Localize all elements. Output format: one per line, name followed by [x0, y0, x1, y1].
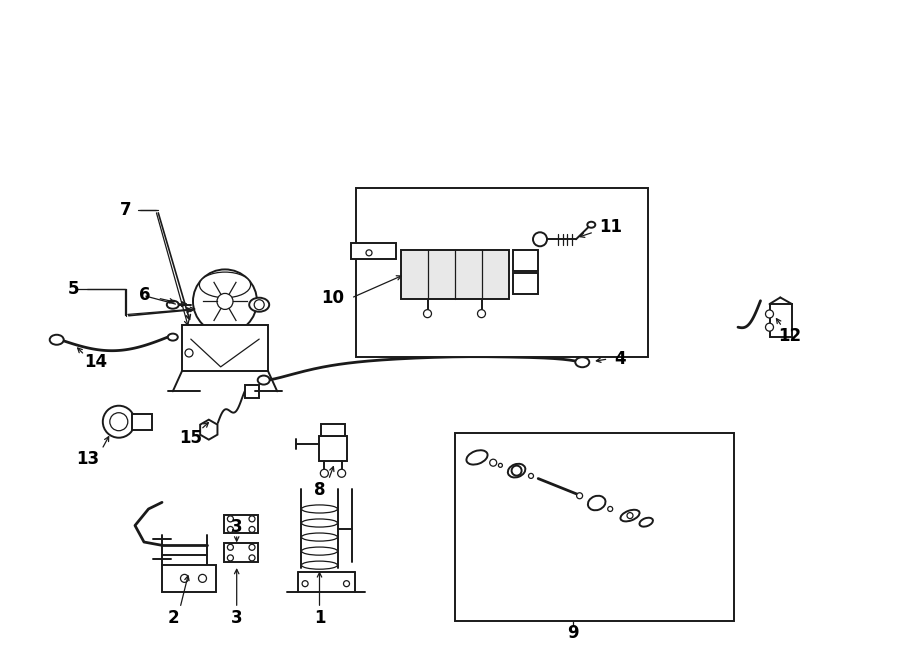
Bar — [513, 250, 538, 271]
Circle shape — [344, 580, 349, 587]
Circle shape — [627, 512, 633, 519]
Text: 10: 10 — [321, 289, 345, 307]
Circle shape — [766, 323, 773, 331]
Circle shape — [366, 250, 372, 256]
Circle shape — [249, 516, 255, 522]
Circle shape — [608, 506, 613, 512]
Circle shape — [499, 463, 502, 467]
Circle shape — [199, 574, 206, 582]
Circle shape — [217, 293, 233, 309]
Ellipse shape — [588, 496, 606, 510]
Circle shape — [577, 492, 582, 499]
Text: 9: 9 — [568, 623, 579, 642]
Ellipse shape — [200, 272, 250, 297]
Bar — [132, 414, 152, 430]
Ellipse shape — [257, 375, 270, 385]
Ellipse shape — [302, 505, 338, 513]
Text: 3: 3 — [231, 518, 242, 537]
Bar — [454, 433, 734, 621]
Text: 8: 8 — [314, 481, 325, 500]
Ellipse shape — [302, 561, 338, 569]
Bar — [351, 243, 396, 259]
Text: 11: 11 — [598, 218, 622, 237]
Ellipse shape — [466, 450, 488, 465]
Bar — [400, 250, 508, 299]
Ellipse shape — [249, 297, 269, 312]
Ellipse shape — [620, 510, 640, 522]
Circle shape — [302, 580, 308, 587]
Ellipse shape — [110, 412, 128, 431]
Circle shape — [185, 349, 193, 357]
Text: 5: 5 — [68, 280, 79, 298]
Text: 14: 14 — [84, 352, 107, 371]
Circle shape — [511, 465, 522, 476]
Text: 6: 6 — [140, 286, 150, 305]
Circle shape — [228, 544, 233, 551]
Bar — [224, 543, 258, 562]
Circle shape — [320, 469, 328, 477]
Circle shape — [228, 516, 233, 522]
Ellipse shape — [508, 464, 526, 477]
Bar — [513, 272, 538, 294]
Ellipse shape — [167, 334, 178, 340]
Polygon shape — [200, 420, 218, 440]
Bar — [770, 304, 792, 337]
Circle shape — [254, 299, 265, 310]
Bar — [162, 565, 216, 592]
Text: 7: 7 — [121, 201, 131, 219]
Circle shape — [181, 574, 188, 582]
Bar — [319, 436, 347, 461]
Ellipse shape — [640, 518, 652, 527]
Circle shape — [490, 459, 497, 466]
Bar — [356, 188, 648, 357]
Ellipse shape — [166, 301, 179, 309]
Circle shape — [249, 544, 255, 551]
Text: 13: 13 — [76, 450, 99, 469]
Ellipse shape — [302, 519, 338, 527]
Circle shape — [528, 473, 534, 479]
Text: 3: 3 — [231, 609, 242, 627]
Bar — [245, 385, 259, 398]
Bar — [182, 325, 268, 371]
Circle shape — [228, 526, 233, 533]
Ellipse shape — [302, 547, 338, 555]
Circle shape — [249, 555, 255, 561]
Text: 1: 1 — [314, 609, 325, 627]
Ellipse shape — [302, 533, 338, 541]
Bar — [321, 424, 345, 436]
Text: 2: 2 — [168, 609, 179, 627]
Text: 4: 4 — [615, 350, 626, 368]
Ellipse shape — [50, 334, 64, 345]
Text: 15: 15 — [179, 429, 203, 447]
Circle shape — [478, 309, 485, 318]
Ellipse shape — [575, 357, 590, 368]
Circle shape — [228, 555, 233, 561]
Circle shape — [766, 310, 773, 318]
Circle shape — [533, 232, 547, 247]
Ellipse shape — [103, 406, 135, 438]
Circle shape — [424, 309, 431, 318]
Bar — [224, 515, 258, 533]
Text: 12: 12 — [778, 327, 801, 345]
Ellipse shape — [193, 270, 257, 333]
Circle shape — [338, 469, 346, 477]
Circle shape — [249, 526, 255, 533]
Ellipse shape — [588, 221, 595, 228]
